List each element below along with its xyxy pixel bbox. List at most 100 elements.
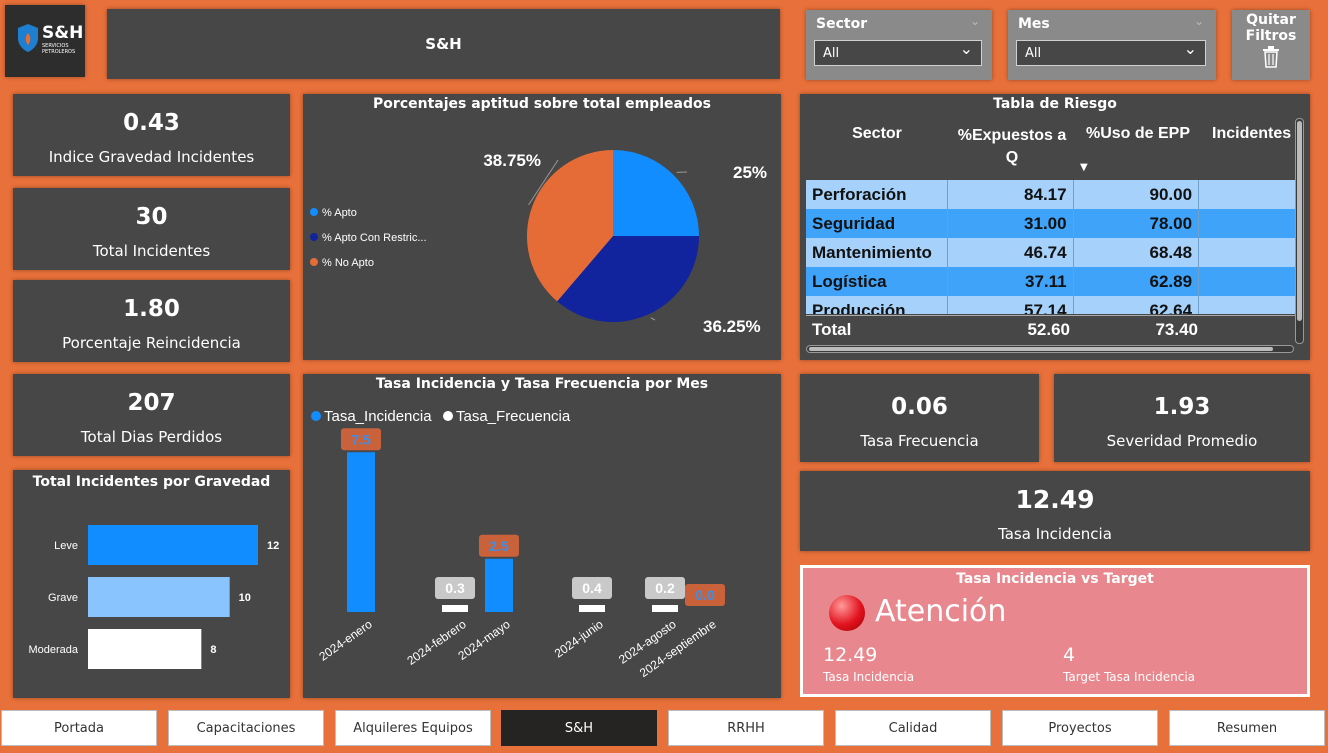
kpi-severidad-card: 1.93 Severidad Promedio [1054, 374, 1310, 462]
table-cell: 78.00 [1073, 209, 1200, 238]
bar[interactable] [88, 629, 202, 669]
tab-calidad[interactable]: Calidad [835, 710, 991, 746]
data-label-background [341, 428, 381, 451]
tab-resumen[interactable]: Resumen [1169, 710, 1325, 746]
legend-marker [443, 411, 453, 421]
bar[interactable] [347, 452, 375, 612]
table-cell: Mantenimiento [806, 238, 949, 267]
tab-alquileres-equipos[interactable]: Alquileres Equipos [335, 710, 491, 746]
kpi-tasa-incidencia-label: Tasa Incidencia [998, 525, 1112, 543]
bar[interactable] [88, 525, 258, 565]
kpi-severidad-value: 1.93 [1153, 394, 1211, 420]
table-cell [1198, 180, 1296, 209]
pie-leader-line [650, 317, 656, 321]
pie-slice[interactable] [527, 150, 613, 302]
risk-table-header-incidentes[interactable]: Incidentes [1212, 125, 1292, 142]
legend-marker [310, 233, 318, 241]
vertical-scrollbar-thumb[interactable] [1297, 121, 1302, 321]
logo-panel: S&H SERVICIOS PETROLEROS [5, 5, 85, 77]
risk-table-header-expuestos[interactable]: %Expuestos a Q [957, 127, 1067, 166]
kpi-tasa-frecuencia-label: Tasa Frecuencia [860, 432, 979, 450]
legend-item[interactable]: % Apto Con Restric... [322, 232, 427, 244]
chevron-down-icon[interactable]: ⌄ [969, 14, 980, 28]
aptitud-pie-chart: 25% 36.25% 38.75% % Apto % Apto Con Restric.… [310, 150, 767, 336]
horizontal-scrollbar[interactable] [806, 345, 1294, 353]
table-row[interactable]: Mantenimiento 46.74 68.48 [806, 238, 1296, 267]
kpi-gravedad-card: 0.43 Indice Gravedad Incidentes [13, 94, 290, 176]
horizontal-scrollbar-thumb[interactable] [809, 347, 1273, 351]
tab-capacitaciones[interactable]: Capacitaciones [168, 710, 324, 746]
bar[interactable] [88, 577, 230, 617]
tab-proyectos[interactable]: Proyectos [1002, 710, 1158, 746]
y-tick-label: Grave [48, 592, 78, 604]
tab-rrhh[interactable]: RRHH [668, 710, 824, 746]
kpi-total-incidentes-label: Total Incidentes [92, 242, 211, 260]
data-label: 12 [267, 540, 279, 552]
mes-dropdown-value: All [1025, 46, 1042, 61]
sector-dropdown[interactable]: All ⌄ [814, 39, 982, 66]
pie-slice[interactable] [613, 150, 699, 236]
kpi-gravedad-label: Indice Gravedad Incidentes [48, 148, 255, 166]
chevron-down-icon: ⌄ [1183, 39, 1197, 58]
pie-data-label: 36.25% [703, 317, 761, 336]
table-row[interactable]: Logística 37.11 62.89 [806, 267, 1296, 296]
data-label: 8 [210, 644, 216, 656]
sort-desc-icon[interactable]: ▼ [1080, 162, 1088, 173]
risk-table: Perforación 84.17 90.00 Seguridad 31.00 78.00… [806, 180, 1296, 314]
table-cell: 62.89 [1073, 267, 1200, 296]
kpi-dias-perdidos-label: Total Dias Perdidos [80, 428, 223, 446]
mes-dropdown[interactable]: All ⌄ [1016, 39, 1206, 66]
table-cell: 57.14 [947, 296, 1074, 314]
bar[interactable] [485, 558, 513, 612]
kpi-tasa-frecuencia-value: 0.06 [891, 394, 948, 420]
risk-total-epp: 73.40 [1155, 320, 1198, 339]
risk-table-header-sector[interactable]: Sector [852, 125, 902, 142]
bar[interactable] [442, 605, 468, 612]
table-row[interactable]: Producción 57.14 62.64 [806, 296, 1296, 314]
risk-table-total-divider [806, 315, 1298, 316]
table-cell [1198, 267, 1296, 296]
tab-portada[interactable]: Portada [1, 710, 157, 746]
table-row[interactable]: Perforación 84.17 90.00 [806, 180, 1296, 209]
data-label: 2.5 [489, 538, 509, 554]
x-tick-label: 2024-enero [316, 617, 375, 664]
kpi-tasa-incidencia-value: 12.49 [1015, 485, 1095, 514]
kpi-total-incidentes-value: 30 [135, 204, 168, 230]
sector-dropdown-value: All [823, 46, 840, 61]
data-label: 0.0 [695, 587, 715, 603]
legend-item[interactable]: Tasa_Frecuencia [456, 408, 571, 425]
legend-item[interactable]: % No Apto [322, 257, 374, 269]
target-target-label: Target Tasa Incidencia [1063, 670, 1196, 684]
target-value: 12.49 [823, 644, 878, 666]
table-row[interactable]: Seguridad 31.00 78.00 [806, 209, 1296, 238]
chevron-down-icon[interactable]: ⌄ [1193, 14, 1204, 28]
table-cell [1198, 209, 1296, 238]
tasa-mes-chart-title: Tasa Incidencia y Tasa Frecuencia por Me… [375, 376, 709, 392]
legend-item[interactable]: Tasa_Incidencia [324, 408, 432, 425]
data-label: 0.4 [582, 580, 602, 596]
risk-table-header-epp[interactable]: %Uso de EPP [1085, 125, 1191, 142]
pie-data-label: 25% [733, 163, 767, 182]
y-tick-label: Leve [54, 540, 78, 552]
vertical-scrollbar[interactable] [1295, 118, 1304, 344]
table-cell: 84.17 [947, 180, 1074, 209]
tab-s-h[interactable]: S&H [501, 710, 657, 746]
clear-filters-label-2: Filtros [1245, 28, 1297, 44]
pie-slice[interactable] [557, 236, 699, 322]
bar[interactable] [579, 605, 605, 612]
gravedad-chart-title: Total Incidentes por Gravedad [32, 474, 271, 490]
data-label: 0.3 [445, 580, 465, 596]
pie-leader-line [528, 159, 559, 206]
table-cell: 37.11 [947, 267, 1074, 296]
table-cell: 90.00 [1073, 180, 1200, 209]
clear-filters-button[interactable]: Quitar Filtros [1232, 10, 1310, 80]
gravedad-bar-chart: Leve 12 Grave 10 Moderada 8 [28, 525, 279, 669]
kpi-tasa-incidencia-card: 12.49 Tasa Incidencia [800, 471, 1310, 551]
legend-item[interactable]: % Apto [322, 207, 357, 219]
bar[interactable] [652, 605, 678, 612]
table-cell: Producción [806, 296, 949, 314]
data-label: 10 [239, 592, 251, 604]
kpi-reincidencia-value: 1.80 [123, 296, 180, 322]
risk-table-body-clip: Perforación 84.17 90.00 Seguridad 31.00 78.00… [800, 94, 1296, 314]
aptitud-pie-panel: Porcentajes aptitud sobre total empleado… [303, 94, 781, 360]
